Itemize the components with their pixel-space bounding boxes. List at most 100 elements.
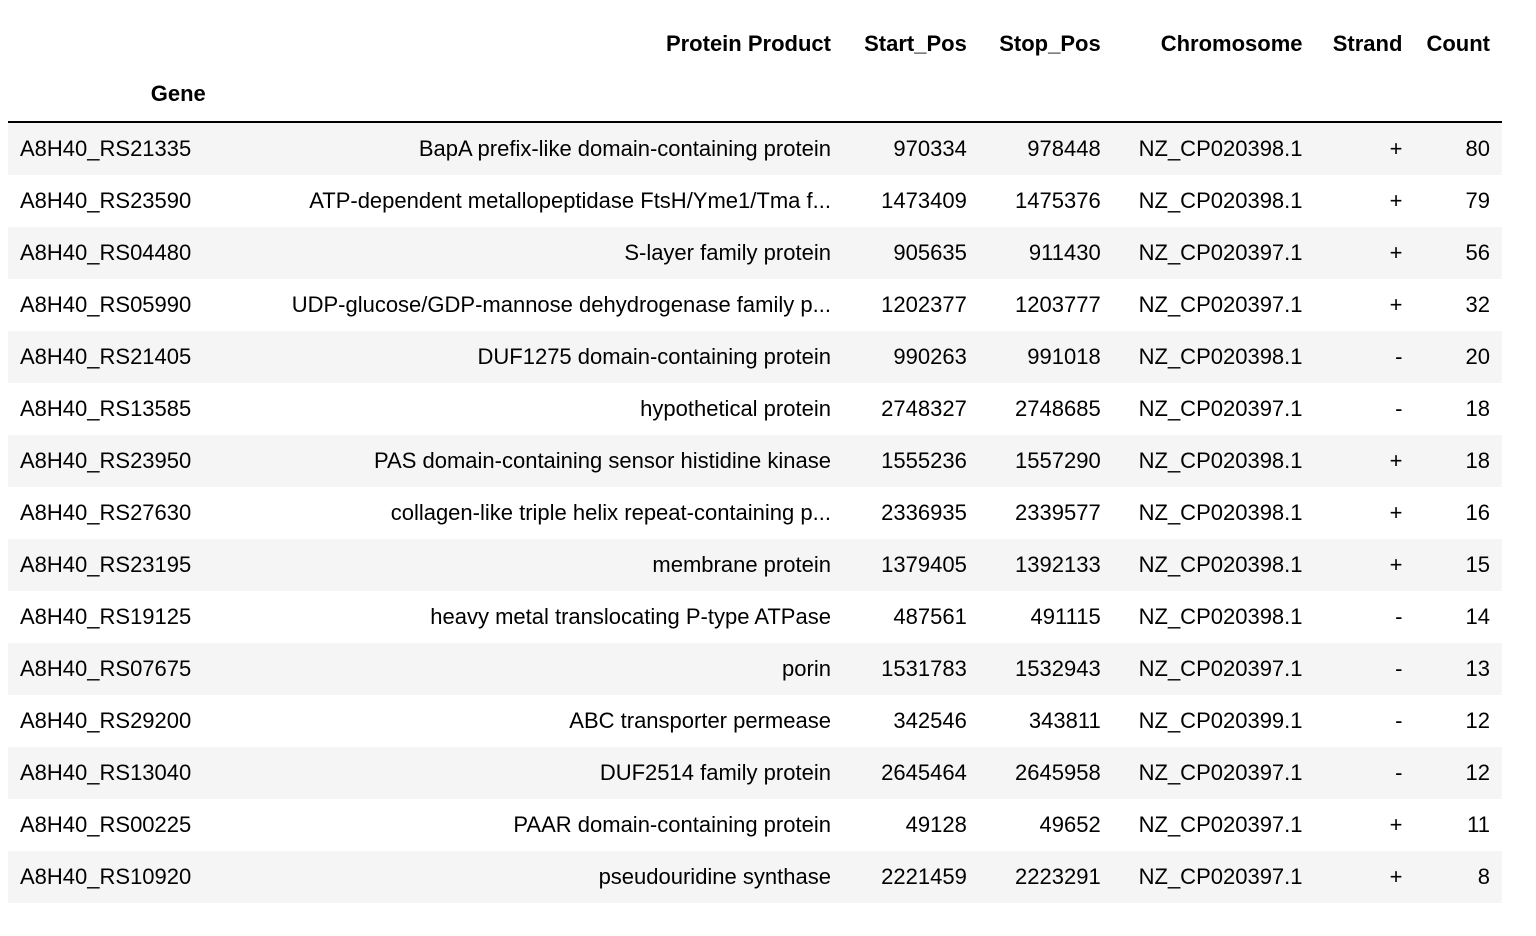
blank-header-cell [217,67,843,123]
index-header-row: Gene [8,67,1502,123]
protein-product-cell: BapA prefix-like domain-containing prote… [418,136,831,161]
protein-product-cell: ATP-dependent metallopeptidase FtsH/Yme1… [309,188,831,213]
blank-header-cell [1414,67,1502,123]
gene-cell: A8H40_RS13040 [20,760,192,785]
start-pos-cell: 2748327 [881,396,967,421]
strand-cell: - [1395,604,1403,629]
gene-cell: A8H40_RS21335 [20,136,192,161]
strand-cell: - [1395,708,1403,733]
index-header-gene: Gene [8,67,218,123]
column-header-protein-product: Protein Product [665,31,831,56]
count-cell: 18 [1465,448,1490,473]
start-pos-cell: 990263 [893,344,967,369]
count-cell: 12 [1465,760,1490,785]
protein-product-cell: DUF2514 family protein [599,760,831,785]
stop-pos-cell: 1392133 [1015,552,1101,577]
chromosome-cell: NZ_CP020397.1 [1138,812,1303,837]
table-row: A8H40_RS21335 BapA prefix-like domain-con… [8,122,1502,175]
protein-product-cell: PAS domain-containing sensor histidine k… [373,448,831,473]
count-cell: 32 [1465,292,1490,317]
protein-product-cell: S-layer family protein [624,240,831,265]
table-header: Protein Product Start_Pos Stop_Pos Chrom… [8,0,1502,123]
protein-product-cell: porin [782,656,831,681]
gene-cell: A8H40_RS13585 [20,396,192,421]
protein-product-cell: pseudouridine synthase [598,864,831,889]
table-row: A8H40_RS13585 hypothetical protein 2748327… [8,383,1502,435]
blank-header-cell [842,67,979,123]
table-row: A8H40_RS27630 collagen-like triple helix … [8,487,1502,539]
chromosome-cell: NZ_CP020398.1 [1138,552,1303,577]
chromosome-cell: NZ_CP020399.1 [1138,708,1303,733]
strand-cell: - [1395,396,1403,421]
protein-product-cell: hypothetical protein [640,396,831,421]
strand-cell: - [1395,344,1403,369]
column-header-strand: Strand [1332,31,1403,56]
count-cell: 16 [1465,500,1490,525]
start-pos-cell: 970334 [893,136,967,161]
strand-cell: + [1389,188,1403,213]
chromosome-cell: NZ_CP020397.1 [1138,656,1303,681]
chromosome-cell: NZ_CP020398.1 [1138,136,1303,161]
strand-cell: + [1389,448,1403,473]
stop-pos-cell: 1557290 [1015,448,1101,473]
gene-cell: A8H40_RS07675 [20,656,192,681]
stop-pos-cell: 1532943 [1015,656,1101,681]
count-cell: 18 [1465,396,1490,421]
chromosome-cell: NZ_CP020397.1 [1138,760,1303,785]
table-row: A8H40_RS23195 membrane protein 1379405 1392… [8,539,1502,591]
start-pos-cell: 1473409 [881,188,967,213]
chromosome-cell: NZ_CP020397.1 [1138,292,1303,317]
table-row: A8H40_RS29200 ABC transporter permease 342… [8,695,1502,747]
gene-cell: A8H40_RS23195 [20,552,192,577]
column-header-row: Protein Product Start_Pos Stop_Pos Chrom… [8,0,1502,67]
gene-cell: A8H40_RS23950 [20,448,192,473]
gene-cell: A8H40_RS27630 [20,500,192,525]
strand-cell: + [1389,240,1403,265]
chromosome-cell: NZ_CP020398.1 [1138,604,1303,629]
blank-header-cell [1314,67,1415,123]
column-header-start-pos: Start_Pos [864,31,967,56]
start-pos-cell: 487561 [893,604,967,629]
table-row: A8H40_RS23950 PAS domain-containing senso… [8,435,1502,487]
blank-header-cell [978,67,1113,123]
protein-product-cell: collagen-like triple helix repeat-contai… [390,500,831,525]
protein-product-cell: PAAR domain-containing protein [513,812,831,837]
strand-cell: + [1389,292,1403,317]
count-cell: 14 [1465,604,1490,629]
column-header-stop-pos: Stop_Pos [999,31,1101,56]
table-row: A8H40_RS13040 DUF2514 family protein 26454… [8,747,1502,799]
column-header-count: Count [1426,31,1490,56]
count-cell: 8 [1477,864,1490,889]
protein-product-cell: ABC transporter permease [569,708,831,733]
count-cell: 79 [1465,188,1490,213]
stop-pos-cell: 49652 [1039,812,1101,837]
protein-product-cell: UDP-glucose/GDP-mannose dehydrogenase fa… [291,292,831,317]
table-body: A8H40_RS21335 BapA prefix-like domain-con… [8,122,1502,903]
stop-pos-cell: 2748685 [1015,396,1101,421]
strand-cell: - [1395,760,1403,785]
start-pos-cell: 2645464 [881,760,967,785]
stop-pos-cell: 1203777 [1015,292,1101,317]
stop-pos-cell: 1475376 [1015,188,1101,213]
protein-product-cell: membrane protein [652,552,831,577]
table-row: A8H40_RS10920 pseudouridine synthase 22214… [8,851,1502,903]
stop-pos-cell: 2223291 [1015,864,1101,889]
start-pos-cell: 49128 [905,812,967,837]
gene-cell: A8H40_RS23590 [20,188,192,213]
table-row: A8H40_RS07675 porin 1531783 1532943 NZ_CP020… [8,643,1502,695]
start-pos-cell: 1202377 [881,292,967,317]
table-row: A8H40_RS23590 ATP-dependent metallopeptid… [8,175,1502,227]
chromosome-cell: NZ_CP020398.1 [1138,500,1303,525]
table-row: A8H40_RS05990 UDP-glucose/GDP-mannose deh… [8,279,1502,331]
chromosome-cell: NZ_CP020398.1 [1138,448,1303,473]
count-cell: 80 [1465,136,1490,161]
count-cell: 56 [1465,240,1490,265]
gene-table: Protein Product Start_Pos Stop_Pos Chrom… [8,0,1502,903]
stop-pos-cell: 991018 [1027,344,1101,369]
strand-cell: + [1389,552,1403,577]
gene-cell: A8H40_RS29200 [20,708,192,733]
strand-cell: + [1389,500,1403,525]
count-cell: 12 [1465,708,1490,733]
table-row: A8H40_RS00225 PAAR domain-containing prot… [8,799,1502,851]
column-header-chromosome: Chromosome [1160,31,1303,56]
